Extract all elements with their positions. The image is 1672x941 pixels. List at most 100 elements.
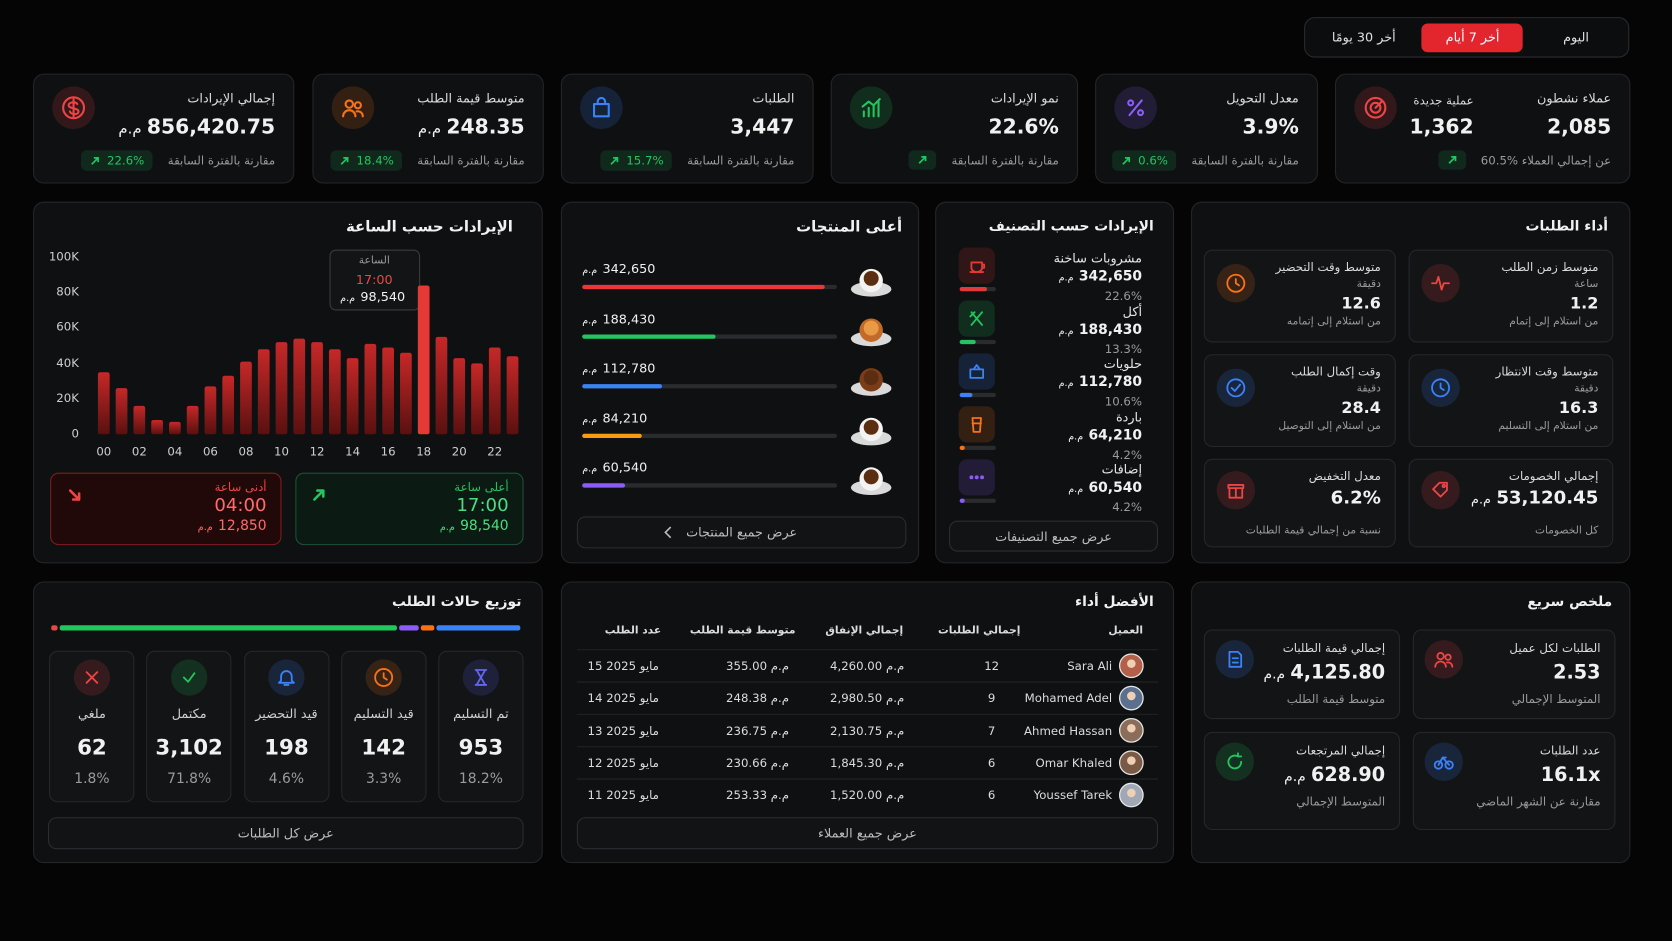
currency: م.م [1058,326,1074,337]
hour-amount: م.م 12,850 [198,520,267,534]
period-tab[interactable]: أخر 7 أيام [1445,29,1500,45]
amount: 342,650 [602,261,656,277]
icon-part [67,98,80,118]
icon-glyph [969,261,986,273]
amount: 2,085 [1547,115,1612,139]
icon-part [344,99,354,109]
bar [275,342,288,435]
kpi-card [1095,73,1318,184]
icon-glyph [85,671,99,684]
kpi-footer: مقارنة بالفترة السابقة [908,150,1059,170]
icon-glyph [1226,378,1246,398]
metric-value: 6.2% [1331,489,1381,508]
bar [311,342,323,435]
icon-part [1226,273,1246,293]
card-title: الأفضل أداء [1075,594,1154,611]
x-tick-label: 22 [487,444,503,459]
icon-part [1439,382,1445,391]
status-count: 3,102 [155,734,223,760]
column-header: إجمالي الإنفاق [825,625,904,637]
bar [257,349,270,435]
bar [115,388,128,435]
kpi-value: م.م 248.35 [418,117,525,137]
summary-item [1412,629,1616,720]
category-value: م.م 112,780 [1059,376,1142,390]
metric-value: م.م 53,120.45 [1471,489,1598,508]
table-cell: 13 مايو 2025 [587,723,659,738]
icon-part [1227,483,1245,499]
category-share: 13.3% [1104,342,1143,356]
amount: 856,420.75 [146,115,276,139]
icon-part [1431,378,1451,398]
summary-value: 2.53 [1553,663,1600,683]
kpi-badge: 22.6% [81,150,153,171]
category-share: 4.2% [1112,500,1143,515]
status-name: ملغي [77,706,106,722]
avatar-face [1127,756,1136,765]
status-name: تم التسليم [453,706,509,722]
icon-bg [331,86,375,130]
kpi-title: عملاء نشطون [1536,90,1612,106]
bar [417,285,430,435]
icon-part [592,96,610,118]
icon-glyph [182,672,196,683]
avatar-face [1127,788,1136,798]
summary-title: إجمالي المرتجعات [1295,743,1386,758]
table-cell: 12 مايو 2025 [587,756,659,771]
bar [204,386,217,435]
category-bar [959,445,965,451]
arrow-path [610,156,619,165]
metric-title: متوسط وقت الانتظار [1495,364,1599,379]
kpi-card [33,73,295,184]
arrow-path [1448,155,1457,164]
metric-note: من استلام إلى التوصيل [1278,420,1381,433]
arrow-path [91,156,100,165]
trend-arrow [1448,155,1457,164]
hour-time: 04:00 [214,495,267,517]
icon-part [969,364,985,379]
period-tab[interactable]: أخر 30 يومًا [1331,29,1396,45]
amount: 12,850 [218,518,267,535]
status-item [146,650,232,803]
amount: 60,540 [1088,480,1143,497]
metric-unit: ساعة [1574,278,1599,291]
currency: م.م [582,265,598,277]
customers-card [560,581,1174,864]
icon-glyph [969,364,985,379]
kpi-sub-value: 1,362 [1409,115,1474,139]
bar [506,356,519,435]
period-tab[interactable]: اليوم [1563,29,1589,45]
bar [471,363,483,435]
kpi-badge-value: 18.4% [356,153,394,168]
amount: 60,540 [602,459,648,475]
icon-part [1437,756,1451,766]
category-share: 4.2% [1112,447,1143,462]
kpi-footer: مقارنة بالفترة السابقة 0.6% [1112,150,1299,171]
icon-glyph [62,96,86,120]
bar [151,420,163,435]
y-tick-label: 60K [56,320,79,335]
icon-part [68,489,81,501]
view-products-button[interactable] [576,516,907,549]
metric-value: 28.4 [1341,397,1381,418]
metric-title: إجمالي الخصومات [1508,469,1599,484]
icon-part [182,672,196,683]
category-bar [959,339,976,345]
kpi-value: م.م 856,420.75 [118,117,275,137]
icon-bg [958,247,995,284]
product-value: م.م 188,430 [582,312,655,326]
category-share: 10.6% [1104,394,1143,409]
view-orders-button[interactable] [47,817,524,850]
view-customers-button[interactable] [576,817,1159,850]
icon-bg [849,86,893,130]
metric-note: من استلام إلى إتمامه [1286,315,1381,328]
view-categories-button[interactable] [949,520,1159,552]
low-hour-box [50,472,282,546]
bar [169,421,181,435]
kpi-note: مقارنة بالفترة السابقة [687,153,795,168]
card-title: أعلى المنتجات [796,218,903,236]
avatar-face [1127,659,1136,668]
arrow-path [918,155,927,164]
category-name: حلويات [1103,356,1143,372]
table-cell: 15 مايو 2025 [587,659,659,674]
